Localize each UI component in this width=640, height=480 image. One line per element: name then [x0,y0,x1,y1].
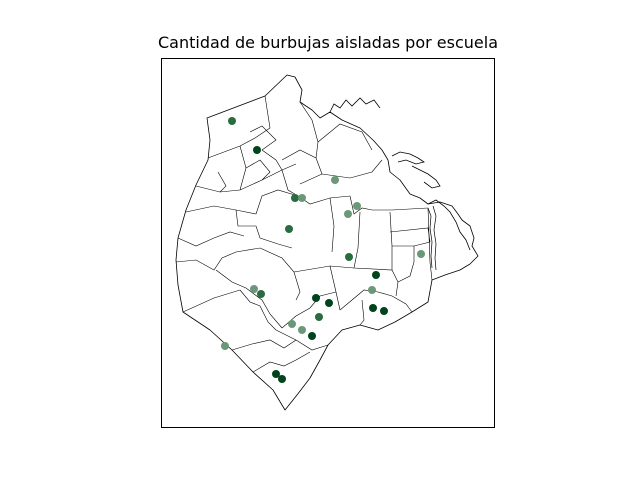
school-point [278,375,286,383]
school-point [345,253,353,261]
city-boundary [175,74,479,411]
coastline-detail [329,97,471,251]
map-title: Cantidad de burbujas aisladas por escuel… [157,33,498,52]
school-point [312,294,320,302]
school-point [353,202,361,210]
school-point [368,286,376,294]
school-point [372,271,380,279]
school-point [369,304,377,312]
school-point [298,194,306,202]
school-point [257,290,265,298]
school-points [221,117,425,383]
school-point [285,225,293,233]
school-point [228,117,236,125]
school-point [331,176,339,184]
school-point [417,250,425,258]
school-point [288,320,296,328]
school-point [308,332,316,340]
school-point [250,285,258,293]
neighborhood-boundaries [175,95,433,373]
school-point [291,194,299,202]
school-point [253,146,261,154]
school-point [325,299,333,307]
school-point [315,313,323,321]
plot-frame [161,58,495,428]
school-point [344,210,352,218]
river-channels [427,205,437,271]
school-point [272,370,280,378]
school-point [298,326,306,334]
school-point [221,342,229,350]
school-point [380,307,388,315]
